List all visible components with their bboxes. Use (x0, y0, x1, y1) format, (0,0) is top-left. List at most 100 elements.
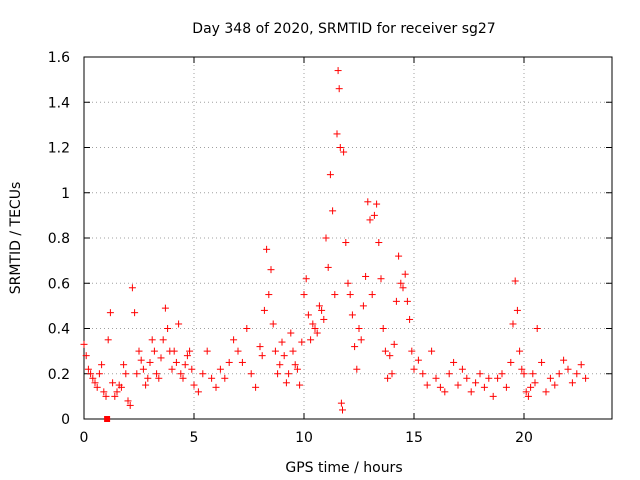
data-point (302, 275, 310, 283)
data-point (104, 336, 112, 344)
data-point (102, 392, 110, 400)
data-point (300, 291, 308, 299)
data-point (82, 352, 90, 360)
data-point (84, 365, 92, 373)
data-point (188, 365, 196, 373)
data-point (423, 381, 431, 389)
data-point (351, 343, 359, 351)
y-tick-labels: 0 0.2 0.4 0.6 0.8 1 1.2 1.4 1.6 (48, 50, 70, 428)
data-point (458, 365, 466, 373)
data-point (333, 130, 341, 138)
data-point (289, 347, 297, 355)
data-point (381, 347, 389, 355)
data-point (392, 297, 400, 305)
data-point (344, 279, 352, 287)
data-point (230, 336, 238, 344)
data-point (509, 320, 517, 328)
data-point (157, 354, 165, 362)
data-point (502, 383, 510, 391)
y-tick-label: 0.8 (48, 231, 70, 247)
data-point (194, 388, 202, 396)
x-tick-label: 15 (405, 430, 423, 446)
y-tick-label: 1.6 (48, 50, 70, 66)
data-point (516, 347, 524, 355)
data-point (518, 365, 526, 373)
data-point (403, 297, 411, 305)
data-point (311, 325, 319, 332)
data-point (278, 338, 286, 346)
data-point (324, 263, 332, 271)
data-point (582, 374, 590, 382)
data-point (329, 207, 337, 215)
data-point (334, 67, 342, 75)
y-axis-title: SRMTID / TECUs (8, 182, 24, 295)
data-point (164, 325, 172, 332)
data-point (258, 352, 266, 360)
data-point (274, 370, 282, 378)
data-point (212, 383, 220, 391)
data-point (348, 311, 356, 319)
data-point (80, 340, 88, 348)
data-point (520, 370, 528, 378)
data-point (406, 315, 414, 323)
data-point (131, 309, 139, 317)
data-point (337, 399, 345, 407)
data-point (408, 347, 416, 355)
data-point (346, 291, 354, 299)
data-point (216, 365, 224, 373)
y-tick-label: 1.2 (48, 141, 70, 157)
data-point (122, 370, 130, 378)
data-point (533, 325, 541, 332)
grid-layer (84, 57, 612, 419)
data-point (276, 361, 284, 369)
data-point (95, 370, 103, 378)
data-point (142, 381, 150, 389)
y-tick-label: 1 (61, 186, 70, 202)
x-tick-label: 10 (295, 430, 313, 446)
x-tick-labels: 0 5 10 15 20 (80, 430, 533, 446)
data-point (128, 284, 136, 292)
data-point (529, 370, 537, 378)
data-point (208, 374, 216, 382)
x-tick-label: 0 (80, 430, 89, 446)
data-point (513, 306, 521, 314)
data-point (397, 279, 405, 287)
data-point (133, 370, 141, 378)
data-point (282, 379, 290, 387)
x-axis-title: GPS time / hours (285, 460, 402, 476)
data-point (243, 325, 251, 332)
data-point (339, 406, 346, 414)
data-point (419, 370, 427, 378)
data-point (100, 388, 108, 396)
data-point (485, 374, 493, 382)
data-point (89, 374, 97, 382)
data-point (309, 320, 317, 328)
data-point (527, 383, 535, 391)
data-point (494, 374, 502, 382)
data-point (428, 347, 436, 355)
data-point (370, 211, 378, 219)
data-point (135, 347, 143, 355)
data-point (150, 347, 158, 355)
data-point (555, 370, 563, 378)
data-point (335, 85, 343, 93)
data-point (568, 379, 576, 387)
data-point (93, 383, 101, 391)
data-point (340, 148, 348, 156)
data-point (551, 381, 559, 389)
data-point (269, 320, 277, 328)
data-point (414, 356, 422, 364)
data-point (436, 383, 444, 391)
data-point (137, 356, 145, 364)
data-point (267, 266, 275, 274)
data-point (172, 358, 180, 366)
data-point (177, 370, 185, 378)
y-tick-label: 0.2 (48, 367, 70, 383)
data-point (489, 392, 497, 400)
data-point (388, 370, 396, 378)
data-point (113, 388, 121, 396)
data-point (98, 361, 106, 369)
data-point (522, 388, 530, 396)
data-point (399, 284, 407, 292)
